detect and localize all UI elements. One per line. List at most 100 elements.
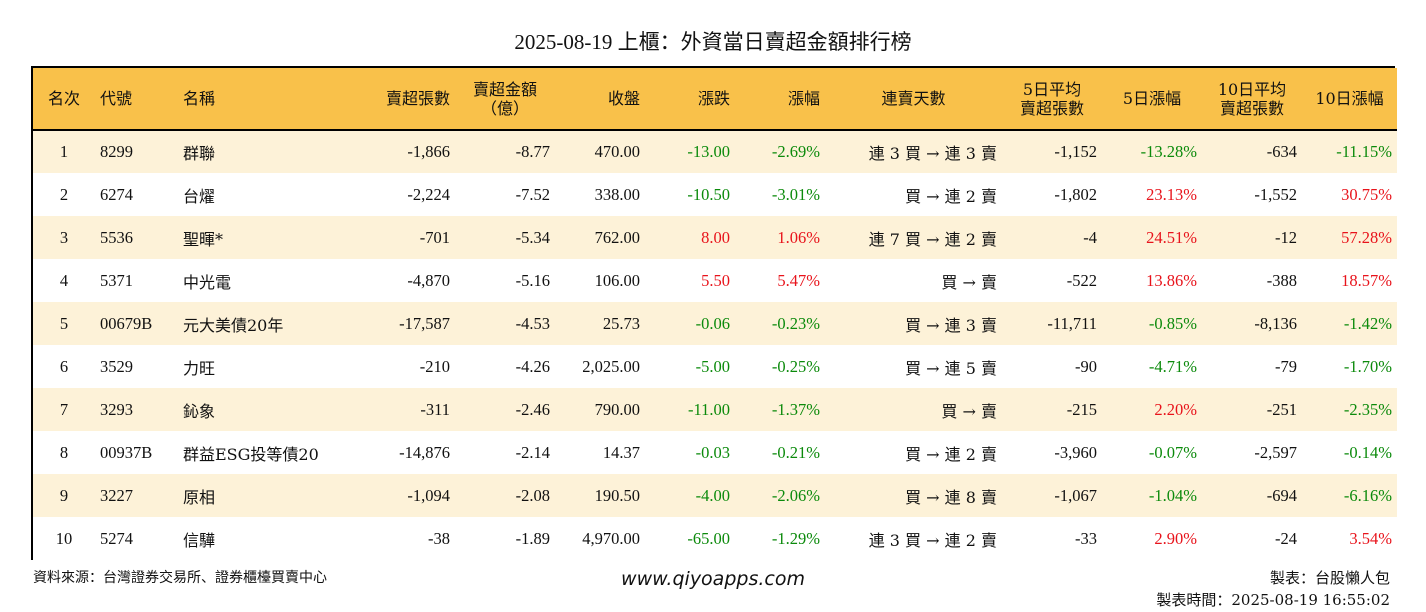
table-header-row: 名次 代號 名稱 賣超張數 賣超金額 （億） 收盤 漲跌 漲幅 連賣天數 5日平均… xyxy=(33,68,1397,130)
cell-chg: -11.00 xyxy=(687,399,730,419)
cell-pct5: 2.20% xyxy=(1154,399,1197,419)
cell-sell-qty: -701 xyxy=(419,227,450,247)
cell-streak: 連 3 買 → 連 3 賣 xyxy=(868,144,997,163)
cell-pct5: -13.28% xyxy=(1140,142,1197,161)
col-header-sell-amount: 賣超金額 （億） xyxy=(472,79,537,118)
cell-avg10: -24 xyxy=(1275,528,1297,548)
cell-pct: -0.25% xyxy=(771,356,820,376)
cell-pct10: 18.57% xyxy=(1341,270,1392,290)
cell-sell-amt: -1.89 xyxy=(515,528,550,548)
col-header-rank: 名次 xyxy=(47,89,80,108)
cell-sell-amt: -2.46 xyxy=(515,399,550,419)
col-header-sell-qty: 賣超張數 xyxy=(385,89,450,108)
col-header-change: 漲跌 xyxy=(697,89,730,108)
table-row: 4 5371 中光電 -4,870 -5.16 106.00 5.50 5.47% 買 → 賣 -… xyxy=(33,259,1397,302)
cell-sell-qty: -2,224 xyxy=(407,184,450,204)
cell-name: 力旺 xyxy=(183,358,216,378)
cell-streak: 買 → 連 2 賣 xyxy=(905,186,997,206)
cell-chg: 5.50 xyxy=(701,270,730,290)
cell-avg10: -694 xyxy=(1266,485,1297,505)
col-header-avg5: 5日平均 賣超張數 xyxy=(1019,79,1084,118)
cell-avg10: -1,552 xyxy=(1254,184,1297,204)
cell-name: 鈊象 xyxy=(183,401,216,421)
cell-avg5: -90 xyxy=(1075,356,1097,376)
cell-sell-qty: -14,876 xyxy=(399,442,450,462)
cell-close: 25.73 xyxy=(602,313,640,333)
cell-pct10: -1.42% xyxy=(1343,313,1392,333)
cell-code: 00937B xyxy=(100,442,153,462)
table-row: 2 6274 台燿 -2,224 -7.52 338.00 -10.50 -3.01% 買 → … xyxy=(33,173,1397,216)
cell-name: 信驊 xyxy=(183,530,216,550)
table-row: 8 00937B 群益ESG投等債20 -14,876 -2.14 14.37 -0.03 -… xyxy=(33,431,1397,474)
cell-pct10: 30.75% xyxy=(1341,184,1392,204)
cell-code: 3529 xyxy=(100,356,133,376)
table-made-time: 製表時間：2025-08-19 16:55:02 xyxy=(1156,591,1390,609)
cell-pct5: 23.13% xyxy=(1146,184,1197,204)
table-row: 6 3529 力旺 -210 -4.26 2,025.00 -5.00 -0.25% 買 → 連… xyxy=(33,345,1397,388)
cell-close: 470.00 xyxy=(594,142,640,161)
cell-code: 5536 xyxy=(100,227,133,247)
cell-streak: 買 → 連 5 賣 xyxy=(905,358,997,378)
cell-pct: -1.29% xyxy=(771,528,820,548)
col-header-close: 收盤 xyxy=(607,89,640,108)
cell-sell-amt: -2.14 xyxy=(515,442,550,462)
cell-close: 338.00 xyxy=(594,184,640,204)
cell-pct5: -4.71% xyxy=(1148,356,1197,376)
cell-sell-amt: -7.52 xyxy=(515,184,550,204)
cell-pct10: 3.54% xyxy=(1349,528,1392,548)
cell-pct: -2.06% xyxy=(771,485,820,505)
cell-name: 聖暉* xyxy=(183,229,224,249)
cell-pct5: 2.90% xyxy=(1154,528,1197,548)
data-source: 資料來源：台灣證券交易所、證券櫃檯買賣中心 xyxy=(33,570,327,586)
col-header-pct5: 5日漲幅 xyxy=(1122,89,1182,108)
cell-code: 5371 xyxy=(100,270,133,290)
cell-pct10: -1.70% xyxy=(1343,356,1392,376)
cell-sell-amt: -2.08 xyxy=(515,485,550,505)
cell-pct10: -11.15% xyxy=(1336,142,1392,161)
cell-sell-qty: -1,866 xyxy=(407,142,450,161)
cell-pct: -3.01% xyxy=(771,184,820,204)
cell-avg5: -1,152 xyxy=(1054,142,1097,161)
cell-close: 4,970.00 xyxy=(582,528,640,548)
cell-avg5: -1,802 xyxy=(1054,184,1097,204)
cell-code: 8299 xyxy=(100,142,133,161)
col-header-code: 代號 xyxy=(100,89,133,108)
cell-close: 106.00 xyxy=(594,270,640,290)
cell-rank: 7 xyxy=(59,399,69,419)
cell-sell-qty: -38 xyxy=(428,528,450,548)
col-header-pct10: 10日漲幅 xyxy=(1315,89,1384,108)
cell-avg5: -11,711 xyxy=(1047,313,1097,333)
cell-rank: 6 xyxy=(59,356,69,376)
col-header-streak: 連賣天數 xyxy=(881,89,946,108)
cell-sell-qty: -311 xyxy=(420,399,450,419)
cell-code: 3293 xyxy=(100,399,133,419)
cell-pct5: -0.07% xyxy=(1148,442,1197,462)
cell-avg10: -79 xyxy=(1275,356,1297,376)
cell-name: 群益ESG投等債20 xyxy=(183,444,319,464)
cell-code: 5274 xyxy=(100,528,133,548)
cell-pct10: 57.28% xyxy=(1341,227,1392,247)
cell-avg10: -388 xyxy=(1266,270,1297,290)
cell-rank: 5 xyxy=(59,313,69,333)
cell-avg5: -215 xyxy=(1066,399,1097,419)
cell-streak: 連 7 買 → 連 2 賣 xyxy=(868,229,997,249)
cell-pct: -1.37% xyxy=(771,399,820,419)
cell-pct: -0.23% xyxy=(771,313,820,333)
cell-avg5: -4 xyxy=(1083,227,1097,247)
cell-avg5: -33 xyxy=(1075,528,1097,548)
cell-avg5: -1,067 xyxy=(1054,485,1097,505)
cell-pct10: -0.14% xyxy=(1343,442,1392,462)
cell-chg: -65.00 xyxy=(687,528,730,548)
cell-chg: 8.00 xyxy=(701,227,730,247)
cell-sell-qty: -17,587 xyxy=(399,313,450,333)
cell-rank: 3 xyxy=(59,227,69,247)
cell-pct: -0.21% xyxy=(771,442,820,462)
cell-avg10: -2,597 xyxy=(1254,442,1297,462)
cell-pct10: -6.16% xyxy=(1343,485,1392,505)
cell-rank: 1 xyxy=(59,142,69,161)
cell-avg10: -12 xyxy=(1275,227,1297,247)
cell-close: 14.37 xyxy=(602,442,640,462)
cell-code: 6274 xyxy=(100,184,133,204)
cell-avg5: -522 xyxy=(1066,270,1097,290)
site-url: www.qiyoapps.com xyxy=(621,568,805,590)
